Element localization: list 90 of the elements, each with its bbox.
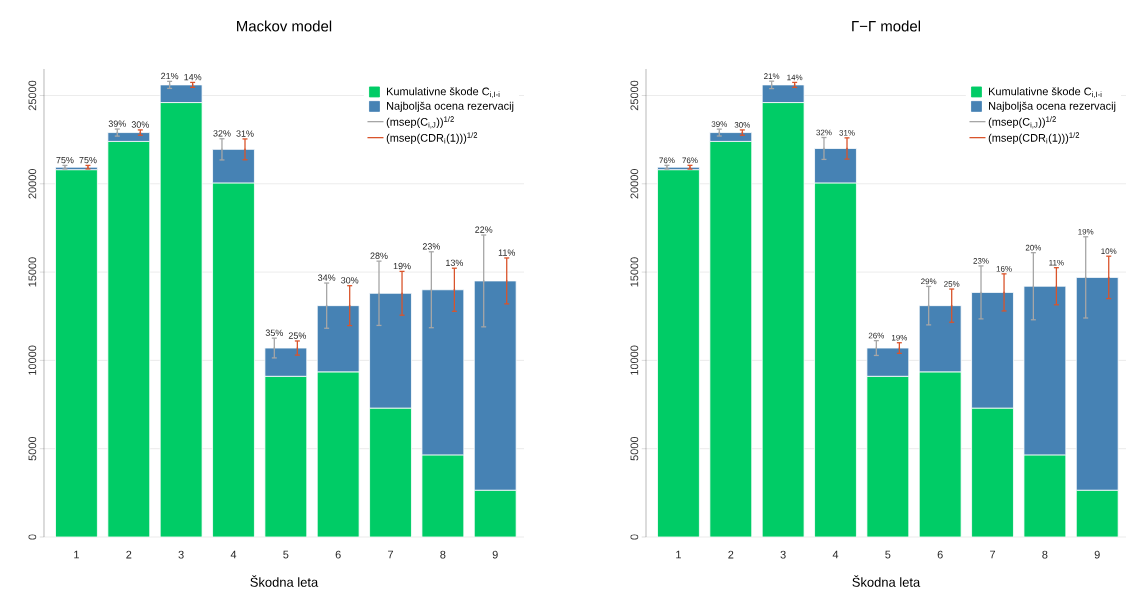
annotation: 30%: [341, 277, 359, 284]
x-tick-label: 8: [440, 550, 446, 559]
legend-label: (msep(CDR$_{i}$(1)))$^{1/2}$: [386, 132, 478, 144]
annotation: 35%: [265, 329, 283, 336]
annotation: 28%: [370, 252, 388, 259]
bar: [762, 102, 805, 537]
legend-label: Kumulativne škode C$_{i,I-i}$: [989, 87, 1102, 98]
annotation: 22%: [475, 226, 493, 233]
annotation: 25%: [288, 332, 306, 339]
annotation: 75%: [79, 156, 97, 164]
x-axis-title: Škodna leta: [852, 575, 921, 587]
annotation: 32%: [213, 130, 231, 137]
legend-label: Najboljša ocena rezervacij: [989, 101, 1116, 112]
legend-label: (msep(C$_{i,J}$))$^{1/2}$: [988, 116, 1056, 129]
chart-title: Mackov model: [237, 20, 332, 32]
bar: [264, 347, 308, 377]
bar: [657, 169, 700, 537]
bar: [369, 292, 412, 409]
y-tick-label: 15000: [630, 257, 639, 287]
bar: [369, 408, 412, 537]
y-tick-label: 25000: [28, 80, 37, 111]
bar: [814, 182, 857, 537]
bar: [421, 454, 464, 537]
bar: [971, 408, 1014, 537]
x-tick-label: 9: [1094, 550, 1100, 559]
annotation: 19%: [393, 262, 411, 270]
bar: [317, 371, 360, 537]
x-tick-label: 1: [676, 550, 681, 559]
bar: [55, 169, 98, 537]
annotation: 30%: [131, 121, 149, 128]
bar: [212, 182, 255, 537]
x-axis-title: Škodna leta: [250, 575, 319, 587]
x-tick-label: 7: [388, 550, 394, 559]
x-tick-label: 5: [283, 550, 289, 559]
x-tick-label: 3: [780, 550, 786, 559]
annotation: 21%: [161, 72, 179, 80]
bar: [421, 289, 465, 456]
bar: [866, 347, 910, 377]
x-tick-label: 3: [178, 550, 184, 559]
bar: [212, 148, 255, 184]
y-tick-label: 15000: [28, 257, 37, 287]
annotation: 14%: [184, 73, 202, 81]
bar: [107, 141, 150, 537]
bar: [814, 148, 857, 184]
y-tick-label: 25000: [630, 80, 639, 111]
bar: [1023, 454, 1066, 537]
bar: [107, 132, 151, 142]
legend-label: Najboljša ocena rezervacij: [387, 101, 514, 112]
bar: [866, 376, 909, 537]
annotation: 34%: [318, 274, 336, 281]
annotation: 11%: [498, 249, 516, 256]
x-tick-label: 9: [492, 550, 498, 559]
x-tick-label: 5: [885, 550, 891, 559]
x-tick-label: 6: [335, 550, 341, 559]
bar: [919, 371, 962, 537]
y-tick-label: 20000: [630, 169, 639, 199]
annotation: 13%: [446, 259, 464, 267]
y-tick-label: 0: [28, 534, 37, 540]
bar: [316, 305, 360, 373]
x-tick-label: 4: [230, 550, 237, 559]
x-tick-label: 2: [126, 550, 132, 559]
x-tick-label: 1: [74, 550, 79, 559]
bar: [918, 305, 962, 373]
chart-title: Γ−Γ model: [852, 20, 921, 32]
annotation: 39%: [108, 120, 126, 127]
bar: [1023, 285, 1067, 456]
annotation: 23%: [422, 243, 440, 250]
bar: [264, 376, 307, 537]
legend-label: Kumulativne škode C$_{i,I-i}$: [387, 87, 500, 98]
y-tick-label: 20000: [28, 169, 37, 199]
y-tick-label: 5000: [28, 436, 37, 461]
y-tick-label: 10000: [28, 345, 37, 375]
bar: [971, 292, 1014, 409]
legend-label: (msep(C$_{i,J}$))$^{1/2}$: [386, 116, 454, 129]
x-tick-label: 6: [937, 550, 943, 559]
x-tick-label: 4: [832, 550, 839, 559]
bar: [709, 141, 752, 537]
annotation: 75%: [56, 156, 74, 164]
x-tick-label: 2: [728, 550, 734, 559]
bar: [709, 132, 753, 142]
x-tick-label: 8: [1042, 550, 1048, 559]
legend-label: (msep(CDR$_{i}$(1)))$^{1/2}$: [988, 132, 1080, 144]
annotation: 31%: [236, 130, 254, 137]
bar: [160, 102, 203, 537]
x-tick-label: 7: [990, 550, 996, 559]
bar: [473, 489, 517, 537]
y-tick-label: 5000: [630, 436, 639, 461]
y-tick-label: 10000: [630, 345, 639, 375]
y-tick-label: 0: [630, 534, 639, 540]
bar: [1075, 489, 1119, 537]
